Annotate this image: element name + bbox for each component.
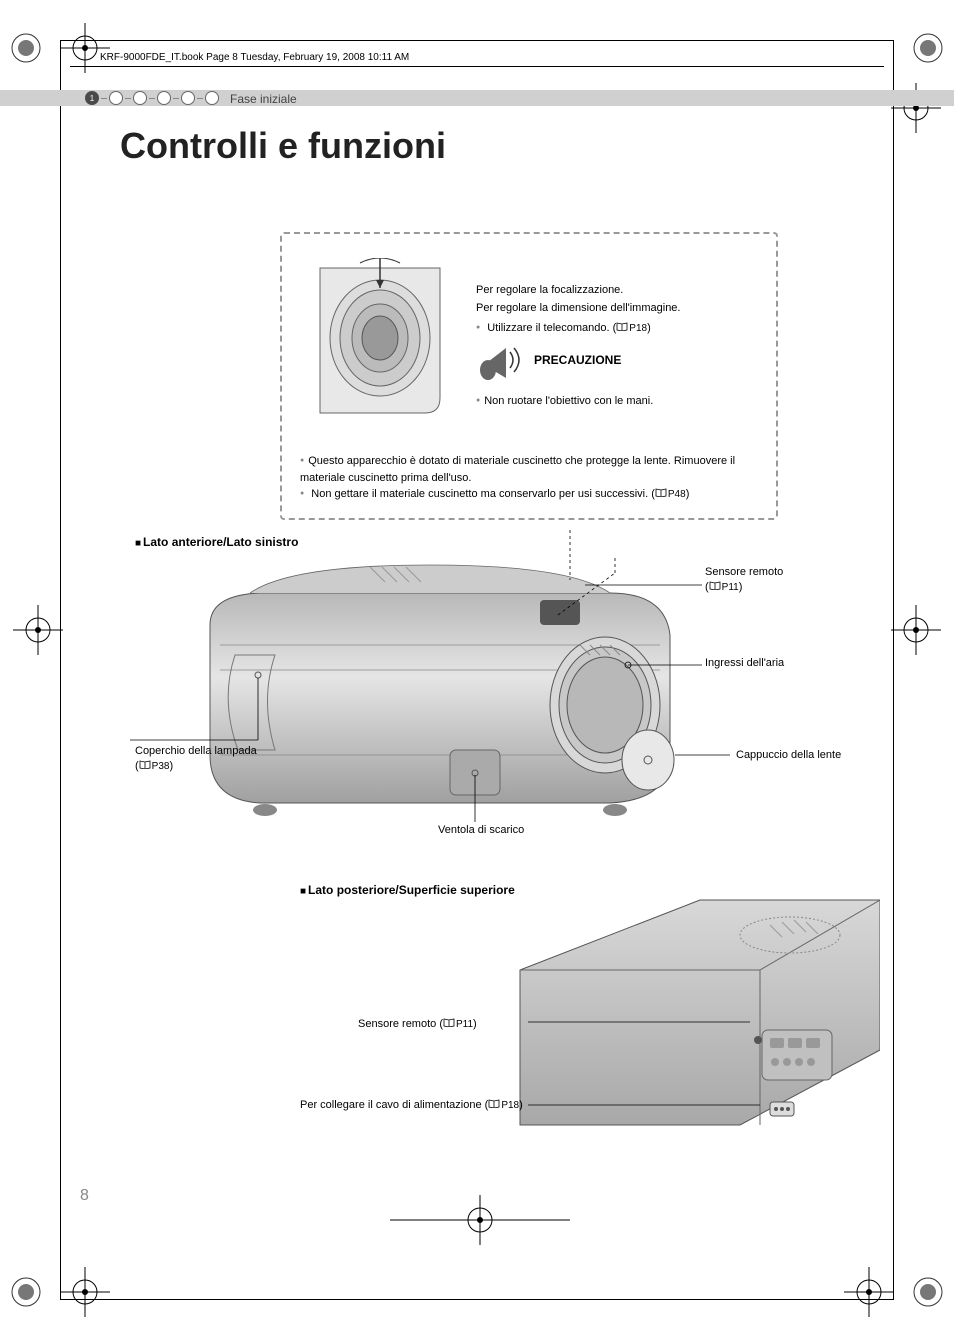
header-rule xyxy=(70,66,884,67)
book-icon xyxy=(709,580,721,589)
book-icon xyxy=(139,759,151,768)
page-ref-p18b: P18 xyxy=(501,1099,519,1113)
crop-mark xyxy=(8,600,68,660)
callout-power-cable: Per collegare il cavo di alimentazione (… xyxy=(300,1098,523,1113)
subheading-front: Lato anteriore/Lato sinistro xyxy=(135,535,298,549)
nav-circle-6 xyxy=(205,91,219,105)
callout-remote-sensor-2: Sensore remoto (P11) xyxy=(358,1017,477,1032)
callout-remote-sensor-2-pre: Sensore remoto ( xyxy=(358,1018,443,1030)
crop-mark xyxy=(886,1262,946,1322)
section-label: Fase iniziale xyxy=(230,92,297,106)
lens-text-cushion2-pre: Non gettare il materiale cuscinetto ma c… xyxy=(311,488,655,500)
crop-mark xyxy=(886,600,946,660)
lens-illustration xyxy=(310,258,450,418)
crop-mark xyxy=(886,18,946,78)
callout-lamp-cover: Coperchio della lampada (P38) xyxy=(135,744,257,775)
book-icon xyxy=(655,486,667,495)
projector-front-illustration xyxy=(170,555,710,865)
lens-text-remote-pre: Utilizzare il telecomando. ( xyxy=(487,322,616,334)
callout-air-inlet: Ingressi dell'aria xyxy=(705,656,784,671)
page-ref-p38: P38 xyxy=(152,760,170,774)
book-icon xyxy=(443,1017,455,1026)
callout-remote-sensor: Sensore remoto (P11) xyxy=(705,565,783,596)
lens-text-norotate: Non ruotare l'obiettivo con le mani. xyxy=(476,393,653,410)
crop-mark xyxy=(55,1262,115,1322)
callout-exhaust: Ventola di scarico xyxy=(438,823,524,838)
lens-text-focus: Per regolare la focalizzazione. xyxy=(476,282,623,299)
callout-lens-cap: Cappuccio della lente xyxy=(736,748,841,763)
crop-mark xyxy=(886,78,946,138)
nav-circle-2 xyxy=(109,91,123,105)
page-title: Controlli e funzioni xyxy=(120,125,446,167)
lens-text-cushion2: Non gettare il materiale cuscinetto ma c… xyxy=(300,486,760,503)
page-number: 8 xyxy=(80,1187,89,1205)
nav-circle-3 xyxy=(133,91,147,105)
book-icon xyxy=(616,320,628,329)
page-ref-p48: P48 xyxy=(668,487,686,502)
lens-text-cushion1: Questo apparecchio è dotato di materiale… xyxy=(300,453,760,486)
page-ref-p11: P11 xyxy=(722,581,739,595)
crop-mark xyxy=(380,1190,580,1250)
callout-lamp-cover-text: Coperchio della lampada xyxy=(135,745,257,757)
projector-rear-illustration xyxy=(500,890,880,1150)
precaution-icon xyxy=(476,340,526,382)
crop-mark xyxy=(55,18,115,78)
lens-text-remote: Utilizzare il telecomando. (P18) xyxy=(476,320,651,337)
callout-power-pre: Per collegare il cavo di alimentazione ( xyxy=(300,1099,488,1111)
page-ref-p18: P18 xyxy=(629,321,647,336)
precaution-label: PRECAUZIONE xyxy=(534,353,621,367)
nav-circle-5 xyxy=(181,91,195,105)
book-icon xyxy=(488,1098,500,1107)
page-ref-p11b: P11 xyxy=(456,1018,473,1032)
nav-circle-4 xyxy=(157,91,171,105)
lens-text-dimension: Per regolare la dimensione dell'immagine… xyxy=(476,300,680,317)
nav-circle-1: 1 xyxy=(85,91,99,105)
nav-circles: 1 xyxy=(85,91,219,105)
callout-remote-sensor-text: Sensore remoto xyxy=(705,566,783,578)
subheading-rear: Lato posteriore/Superficie superiore xyxy=(300,883,515,897)
file-header-line: KRF-9000FDE_IT.book Page 8 Tuesday, Febr… xyxy=(100,52,409,63)
